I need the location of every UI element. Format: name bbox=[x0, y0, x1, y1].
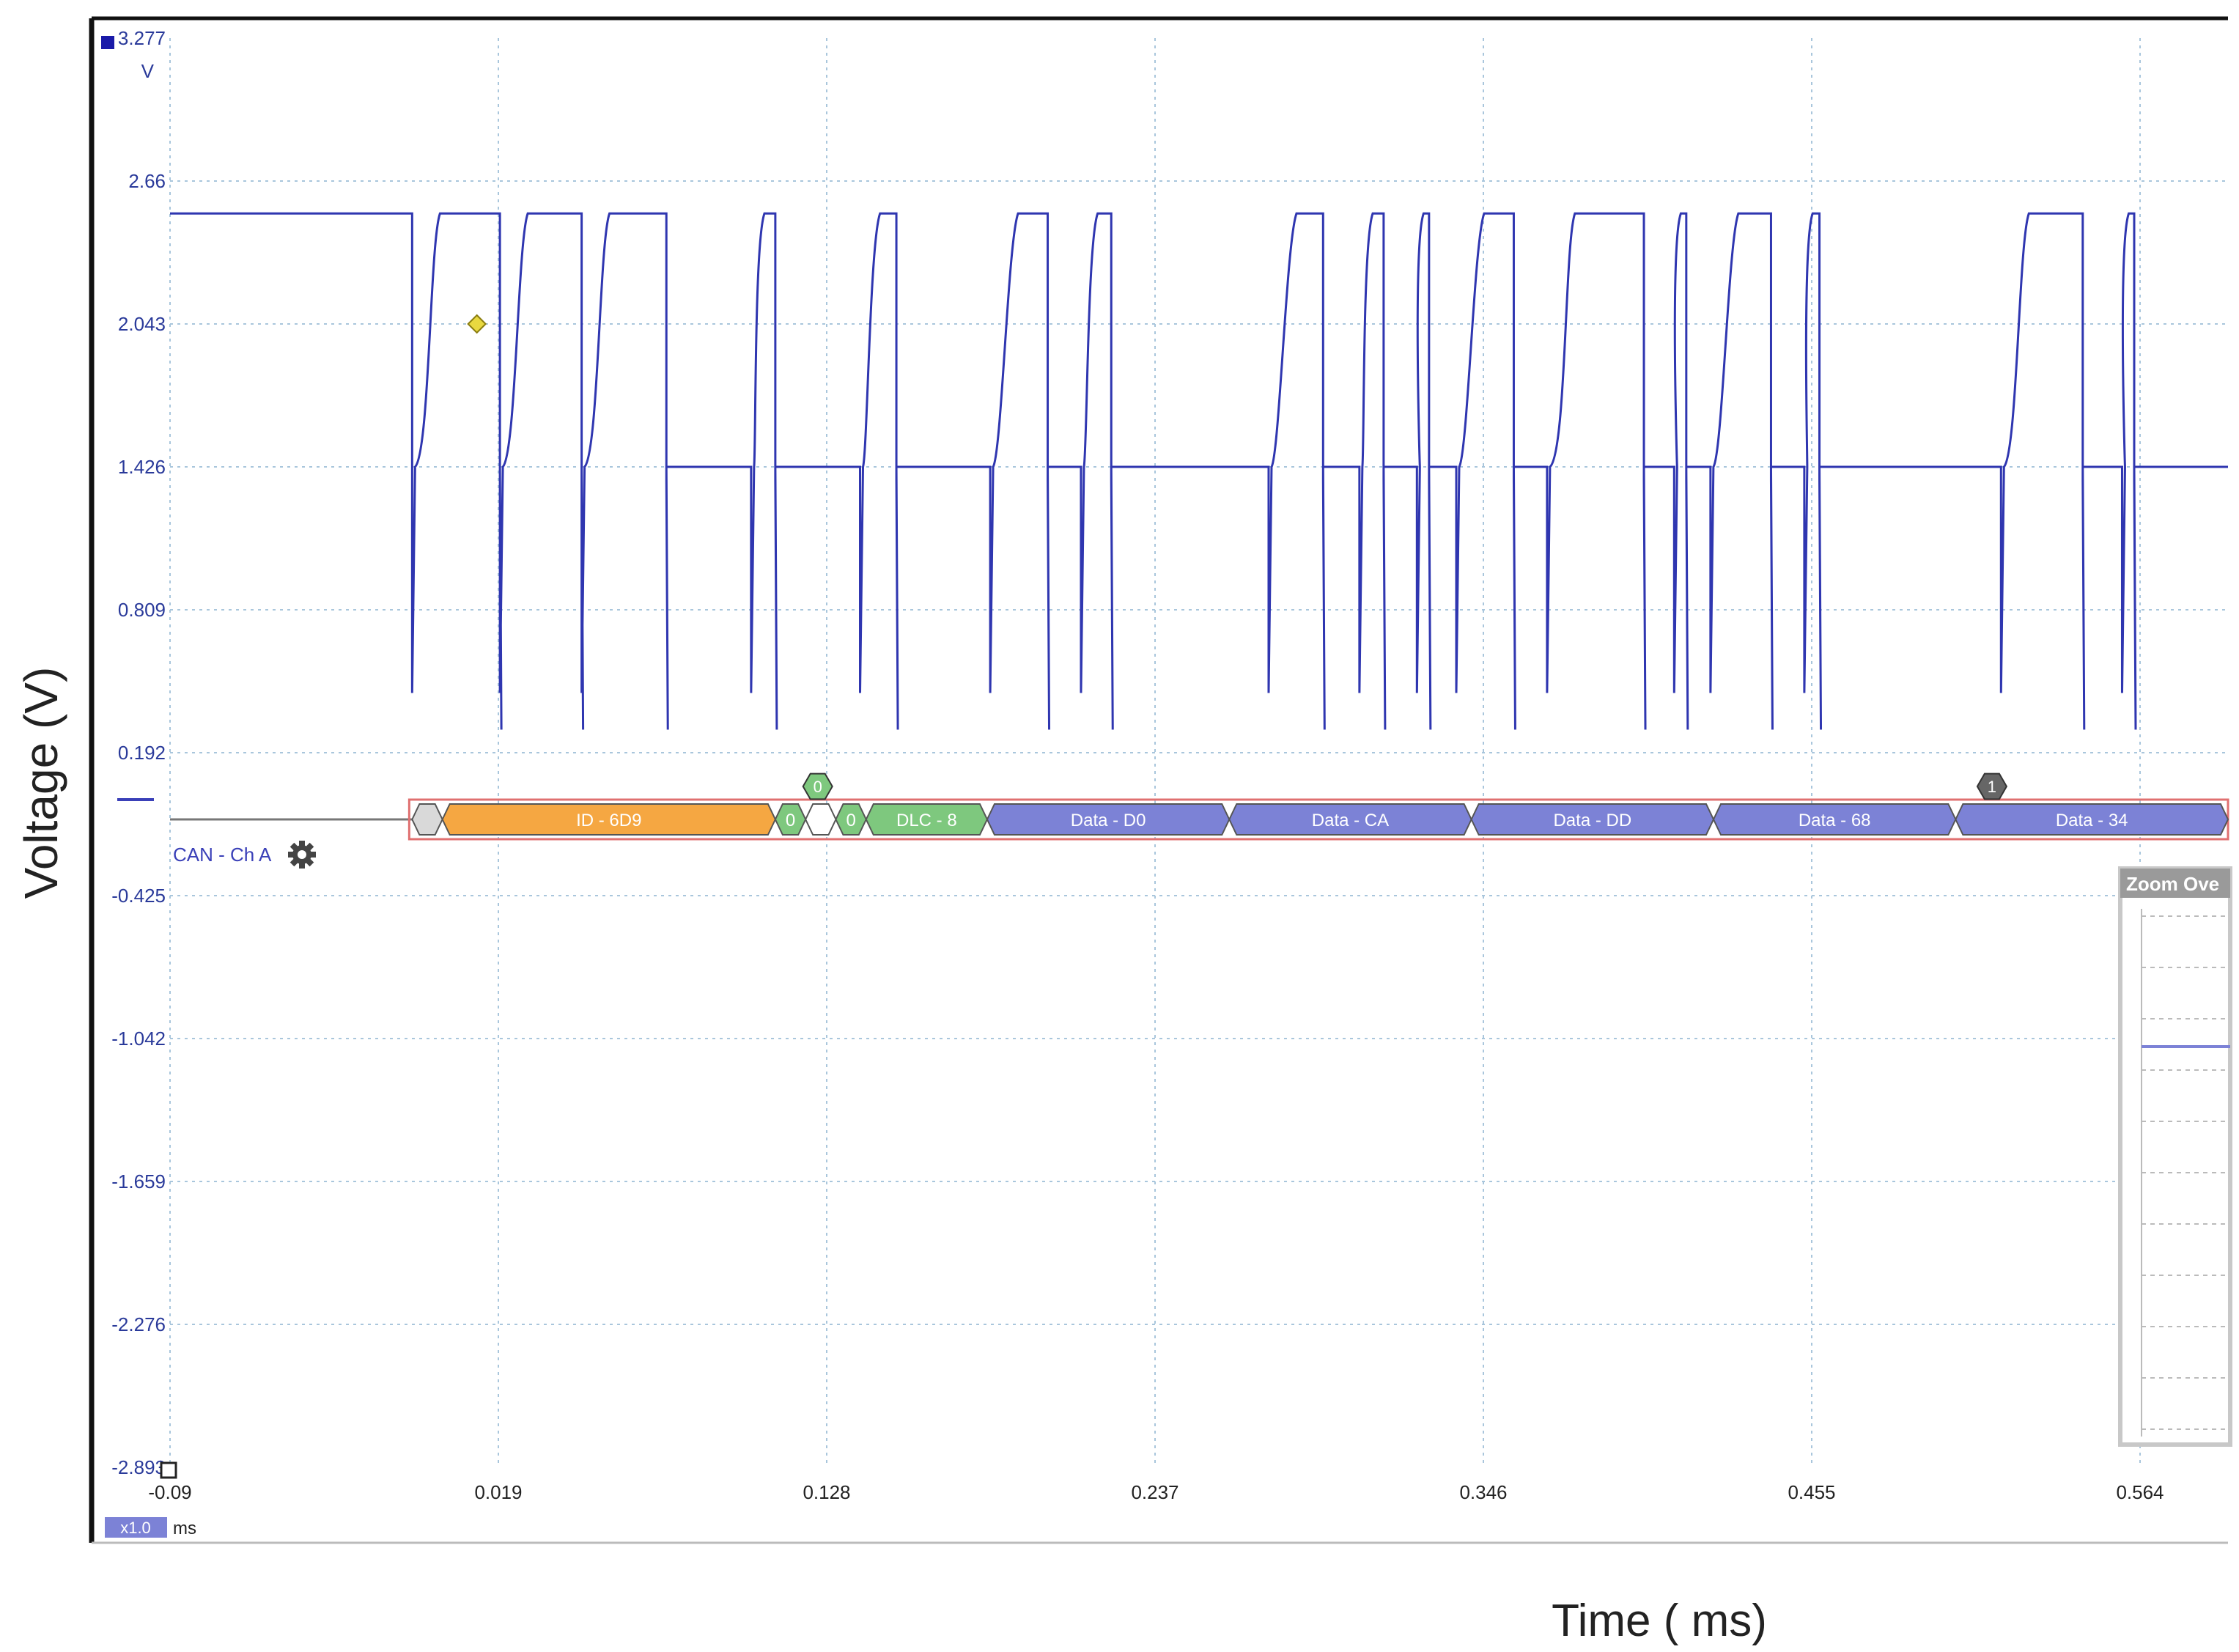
decode-segment-label: DLC - 8 bbox=[896, 811, 957, 830]
decode-marker-icon[interactable] bbox=[802, 772, 833, 800]
y-tick-label: 1.426 bbox=[118, 456, 166, 478]
y-tick-label: -2.893 bbox=[111, 1456, 166, 1478]
decode-segment-label: Data - D0 bbox=[1071, 811, 1146, 830]
x-tick-label: -0.09 bbox=[148, 1481, 191, 1503]
channel-color-marker bbox=[101, 36, 114, 49]
channel-label[interactable]: CAN - Ch A bbox=[173, 844, 272, 866]
y-axis-ticks: 3.277 2.66 2.043 1.426 0.809 0.192 -0.425 -1.04… bbox=[111, 27, 166, 1478]
y-tick-label: -0.425 bbox=[111, 885, 166, 907]
zoom-overview-panel[interactable]: Zoom Ove bbox=[2118, 866, 2232, 1447]
decode-marker-icon[interactable] bbox=[1976, 772, 2008, 800]
x-axis-title: Time ( ms) bbox=[1552, 1596, 1767, 1646]
decode-segment-label: Data - 34 bbox=[2056, 811, 2128, 830]
decode-segment[interactable] bbox=[411, 803, 443, 836]
decode-segment-label: Data - CA bbox=[1312, 811, 1389, 830]
y-tick-label: -1.659 bbox=[111, 1170, 166, 1192]
decode-segment[interactable] bbox=[805, 803, 837, 836]
y-tick-label: -2.276 bbox=[111, 1313, 166, 1335]
y-axis-title: Voltage (V) bbox=[15, 667, 67, 899]
x-tick-label: 0.128 bbox=[803, 1481, 850, 1503]
y-tick-label: 2.66 bbox=[128, 170, 166, 192]
decode-segment-label: ID - 6D9 bbox=[576, 811, 641, 830]
decode-segment[interactable] bbox=[1955, 803, 2229, 836]
zoom-badge[interactable] bbox=[105, 1517, 167, 1538]
y-tick-label: 2.043 bbox=[118, 313, 166, 335]
x-tick-label: 0.346 bbox=[1459, 1481, 1507, 1503]
decode-segment-label: Data - 68 bbox=[1799, 811, 1871, 830]
decode-segment-label: 0 bbox=[786, 811, 795, 830]
x-tick-label: 0.019 bbox=[474, 1481, 522, 1503]
plot-grid bbox=[169, 38, 2228, 1467]
x-axis-ticks: -0.09 0.019 0.128 0.237 0.346 0.455 0.564 bbox=[148, 1481, 2164, 1503]
cursor-marker-icon[interactable] bbox=[467, 314, 487, 334]
zoom-overview-title: Zoom Ove bbox=[2126, 873, 2219, 895]
y-tick-label: 0.192 bbox=[118, 742, 166, 764]
zoom-corner-icon[interactable] bbox=[160, 1461, 177, 1479]
gear-icon[interactable] bbox=[288, 841, 316, 869]
decode-marker-label: 1 bbox=[1988, 778, 1996, 796]
x-axis-unit: ms bbox=[173, 1519, 196, 1538]
zoom-overview-grid bbox=[2141, 909, 2228, 1437]
decode-segment-label: 0 bbox=[846, 811, 855, 830]
y-axis-unit: V bbox=[141, 60, 155, 82]
decode-segment-label: Data - DD bbox=[1553, 811, 1631, 830]
y-tick-label: 0.809 bbox=[118, 599, 166, 621]
y-tick-label: -1.042 bbox=[111, 1028, 166, 1050]
decode-row[interactable]: ID - 6D9 0 0 DLC - 8 Data - D0 Data - CA Data … bbox=[170, 798, 2229, 841]
zoom-badge-label: x1.0 bbox=[120, 1519, 151, 1537]
zoom-overview-header bbox=[2120, 869, 2230, 898]
x-tick-label: 0.237 bbox=[1131, 1481, 1178, 1503]
y-tick-label: 3.277 bbox=[118, 27, 166, 49]
decode-marker-label: 0 bbox=[814, 778, 822, 796]
x-tick-label: 0.564 bbox=[2116, 1481, 2164, 1503]
waveform-trace bbox=[170, 212, 2228, 730]
x-tick-label: 0.455 bbox=[1788, 1481, 1835, 1503]
